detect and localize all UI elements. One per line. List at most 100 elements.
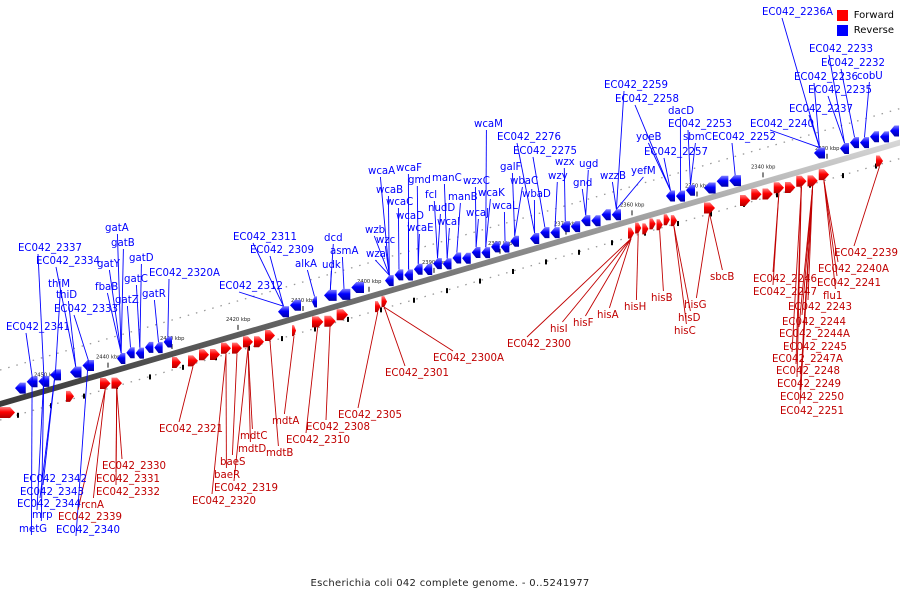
gene-label-hisf[interactable]: hisF [573,318,594,329]
gene-label-thid[interactable]: thiD [56,290,77,301]
gene-label-mrp[interactable]: mrp [32,510,53,521]
gene-label-ec042-2246[interactable]: EC042_2246 [753,274,817,285]
gene-label-gatd[interactable]: gatD [129,253,154,264]
gene-label-gnd[interactable]: gnd [573,178,592,189]
gene-label-ec042-2311[interactable]: EC042_2311 [233,232,297,243]
gene-label-mdtb[interactable]: mdtB [266,448,293,459]
gene-label-ec042-2257[interactable]: EC042_2257 [644,147,708,158]
gene-label-wcad[interactable]: wcaD [396,211,424,222]
gene-label-ec042-2342[interactable]: EC042_2342 [23,474,87,485]
gene-label-ec042-2237[interactable]: EC042_2237 [789,104,853,115]
gene-label-fcl[interactable]: fcl [425,190,437,201]
gene-label-ec042-2243[interactable]: EC042_2243 [788,302,852,313]
gene-label-gatr[interactable]: gatR [142,289,166,300]
gene-label-ec042-2321[interactable]: EC042_2321 [159,424,223,435]
gene-label-flu1[interactable]: flu1 [823,291,842,302]
gene-label-ec042-2301[interactable]: EC042_2301 [385,368,449,379]
gene-label-ec042-2236a[interactable]: EC042_2236A [762,7,833,18]
gene-label-hisi[interactable]: hisI [550,324,568,335]
gene-label-alka[interactable]: alkA [295,259,317,270]
gene-label-baer[interactable]: baeR [214,470,240,481]
gene-label-ec042-2333[interactable]: EC042_2333 [54,304,118,315]
gene-label-wcae[interactable]: wcaE [407,223,434,234]
gene-label-mdtd[interactable]: mdtD [238,444,266,455]
gene-label-wzc[interactable]: wzc [376,235,395,246]
gene-label-ec042-2240a[interactable]: EC042_2240A [818,264,889,275]
gene-label-wzy[interactable]: wzy [548,171,568,182]
gene-label-hisd[interactable]: hisD [678,313,701,324]
gene-label-wcal[interactable]: wcaL [492,201,518,212]
gene-label-hisb[interactable]: hisB [651,293,673,304]
gene-label-ec042-2232[interactable]: EC042_2232 [821,58,885,69]
gene-label-sbmc[interactable]: sbmC [683,132,712,143]
gene-label-wcam[interactable]: wcaM [474,119,503,130]
gene-label-dacd[interactable]: dacD [668,106,694,117]
gene-label-ec042-2240[interactable]: EC042_2240 [750,119,814,130]
gene-label-gatb[interactable]: gatB [111,238,135,249]
gene-label-ec042-2330[interactable]: EC042_2330 [102,461,166,472]
gene-label-wcaj[interactable]: wcaJ [466,208,489,219]
gene-label-ec042-2344[interactable]: EC042_2344 [17,499,81,510]
gene-label-yefm[interactable]: yefM [631,166,656,177]
gene-label-gmd[interactable]: gmd [408,175,431,186]
gene-label-ec042-2244[interactable]: EC042_2244 [782,317,846,328]
gene-label-ec042-2248[interactable]: EC042_2248 [776,366,840,377]
gene-label-wzx[interactable]: wzx [555,157,575,168]
gene-label-ec042-2244a[interactable]: EC042_2244A [779,329,850,340]
gene-label-wcai[interactable]: wcaI [437,217,460,228]
gene-label-dcd[interactable]: dcd [324,233,343,244]
gene-label-ec042-2334[interactable]: EC042_2334 [36,256,100,267]
gene-label-mdta[interactable]: mdtA [272,416,299,427]
gene-label-ec042-2300[interactable]: EC042_2300 [507,339,571,350]
gene-label-ec042-2247a[interactable]: EC042_2247A [772,354,843,365]
gene-label-wbad[interactable]: wbaD [522,189,551,200]
gene-label-rcna[interactable]: rcnA [81,500,104,511]
gene-label-gata[interactable]: gatA [105,223,129,234]
gene-label-hisa[interactable]: hisA [597,310,619,321]
gene-label-gatc[interactable]: gatC [124,274,148,285]
gene-label-ec042-2310[interactable]: EC042_2310 [286,435,350,446]
gene-label-ec042-2235[interactable]: EC042_2235 [808,85,872,96]
gene-label-ec042-2258[interactable]: EC042_2258 [615,94,679,105]
gene-label-ec042-2249[interactable]: EC042_2249 [777,379,841,390]
gene-label-ec042-2253[interactable]: EC042_2253 [668,119,732,130]
gene-label-baes[interactable]: baeS [220,457,245,468]
gene-label-wcac[interactable]: wcaC [386,197,413,208]
gene-label-wzxc[interactable]: wzxC [463,176,490,187]
gene-label-wcab[interactable]: wcaB [376,185,403,196]
gene-label-fbab[interactable]: fbaB [95,282,118,293]
gene-label-ec042-2308[interactable]: EC042_2308 [306,422,370,433]
gene-label-ec042-2341[interactable]: EC042_2341 [6,322,70,333]
gene-label-wcaf[interactable]: wcaF [396,163,422,174]
gene-label-wzzb[interactable]: wzzB [600,171,626,182]
gene-label-ec042-2275[interactable]: EC042_2275 [513,146,577,157]
gene-label-ec042-2343[interactable]: EC042_2343 [20,487,84,498]
gene-label-hish[interactable]: hisH [624,302,646,313]
gene-label-asma[interactable]: asmA [330,246,358,257]
gene-label-ec042-2320[interactable]: EC042_2320 [192,496,256,507]
gene-label-wbac[interactable]: wbaC [510,176,538,187]
gene-label-ec042-2300a[interactable]: EC042_2300A [433,353,504,364]
gene-label-ec042-2236[interactable]: EC042_2236 [794,72,858,83]
gene-label-ec042-2276[interactable]: EC042_2276 [497,132,561,143]
gene-label-ugd[interactable]: ugd [579,159,598,170]
gene-label-ec042-2305[interactable]: EC042_2305 [338,410,402,421]
gene-label-galf[interactable]: galF [500,162,522,173]
gene-label-ec042-2259[interactable]: EC042_2259 [604,80,668,91]
gene-label-manc[interactable]: manC [432,173,462,184]
gene-label-ec042-2239[interactable]: EC042_2239 [834,248,898,259]
gene-label-ec042-2241[interactable]: EC042_2241 [817,278,881,289]
gene-label-hisc[interactable]: hisC [674,326,696,337]
gene-label-wza[interactable]: wza [366,249,386,260]
gene-label-ec042-2233[interactable]: EC042_2233 [809,44,873,55]
gene-label-wcaa[interactable]: wcaA [368,166,395,177]
gene-label-ec042-2252[interactable]: EC042_2252 [712,132,776,143]
gene-label-manb[interactable]: manB [448,192,478,203]
gene-label-ec042-2247[interactable]: EC042_2247 [753,287,817,298]
gene-label-ec042-2340[interactable]: EC042_2340 [56,525,120,536]
gene-label-ec042-2320a[interactable]: EC042_2320A [149,268,220,279]
gene-label-cobu[interactable]: cobU [857,71,883,82]
gene-label-gatz[interactable]: gatZ [115,295,139,306]
gene-label-yoeb[interactable]: yoeB [636,132,662,143]
gene-label-ec042-2337[interactable]: EC042_2337 [18,243,82,254]
